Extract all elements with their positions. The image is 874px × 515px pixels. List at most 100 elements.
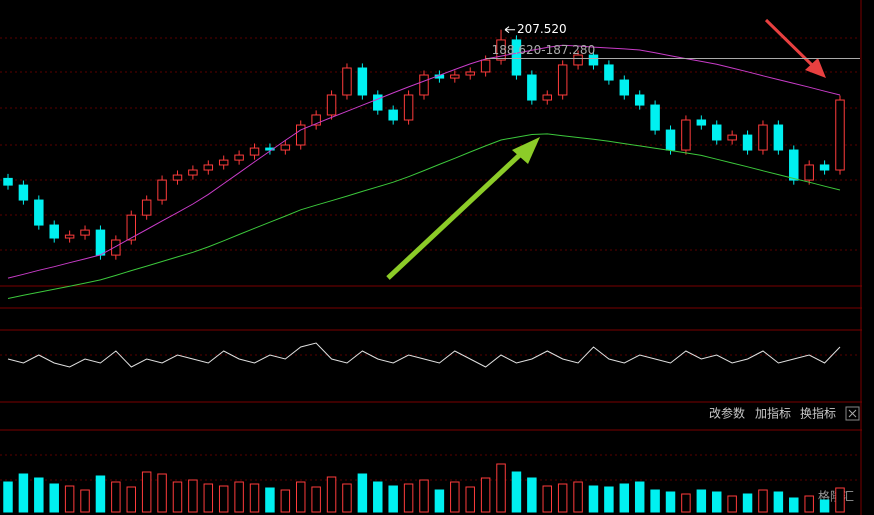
candle-body (188, 169, 198, 176)
high-pointer (504, 26, 516, 34)
button[interactable]: 换指标 (800, 406, 836, 421)
candle-body (789, 149, 799, 181)
candle-body (619, 79, 630, 96)
volume-bar (18, 473, 29, 513)
candle-body (665, 129, 676, 151)
volume-bar (265, 487, 275, 513)
volume-bar (95, 475, 106, 513)
volume-bar (388, 485, 398, 513)
candle-body (388, 109, 398, 121)
button[interactable]: 改参数 (709, 406, 745, 421)
volume-bar (403, 483, 414, 513)
volume-bar (634, 481, 645, 513)
volume-bar (434, 489, 445, 513)
candle-body (634, 94, 645, 106)
candle-body (403, 94, 414, 121)
candle-body (141, 199, 152, 216)
close-icon (848, 409, 857, 418)
volume-bar (650, 489, 660, 513)
indicator-line (7, 342, 841, 368)
candle-body (357, 67, 368, 96)
volume-bar (203, 483, 214, 513)
volume-bar (727, 495, 737, 513)
volume-bar (64, 485, 75, 513)
candle-body (95, 229, 106, 256)
candle-body (234, 154, 244, 161)
volume-bar (280, 489, 291, 513)
candle-body (80, 229, 90, 236)
volume-bar (604, 486, 614, 513)
volume-bar (773, 491, 784, 513)
close-button[interactable] (845, 406, 860, 421)
volume-bar (665, 491, 676, 513)
volume-bar (373, 481, 383, 513)
volume-bar (496, 463, 506, 513)
volume-bar (49, 483, 59, 513)
volume-bar (819, 499, 830, 513)
volume-bar (342, 483, 352, 513)
candle-body (573, 54, 583, 66)
candle-body (18, 184, 29, 201)
candle-body (203, 164, 214, 171)
candle-body (111, 239, 121, 256)
candle-body (218, 159, 229, 166)
volume-bar (588, 485, 599, 513)
candle-body (681, 119, 691, 151)
volume-bar (234, 481, 244, 513)
candle-body (542, 94, 552, 101)
arrows (386, 18, 826, 280)
volume-bar (789, 497, 799, 513)
volume-bar (450, 481, 460, 513)
volume-bar (296, 481, 306, 513)
moving-average (7, 44, 841, 279)
moving-average (7, 133, 841, 299)
volume-bar (465, 486, 475, 513)
high-label: 207.520 (517, 22, 567, 36)
candle-body (465, 71, 475, 76)
candle-body (265, 147, 275, 151)
volume-bar (835, 487, 845, 513)
candle-body (296, 124, 306, 146)
volume-bar (758, 489, 768, 513)
volume-bar (357, 473, 368, 513)
volume-bar (3, 481, 13, 513)
candle-body (804, 164, 814, 181)
volume-bar (696, 489, 707, 513)
candle-body (157, 179, 167, 201)
volume-bar (681, 493, 691, 513)
volume-bar (419, 479, 429, 513)
candle-body (311, 114, 321, 126)
candle-body (588, 54, 599, 66)
volume-bar (218, 485, 229, 513)
volume-bar (111, 481, 121, 513)
candle-body (819, 164, 830, 171)
volume-bar (557, 483, 568, 513)
candle-body (557, 64, 568, 96)
volume-bar (527, 477, 537, 513)
candle-body (742, 134, 753, 151)
red-arrowhead (805, 58, 826, 78)
candle-body (419, 74, 429, 96)
candle-body (34, 199, 44, 226)
candle-body (727, 134, 737, 141)
volume-bar (34, 477, 44, 513)
candle-body (249, 147, 260, 156)
candle-body (650, 104, 660, 131)
volume-bar (126, 486, 136, 513)
candle-body (326, 94, 337, 116)
candle-body (126, 214, 136, 241)
volume-bar (480, 477, 491, 513)
volume-bar (141, 471, 152, 513)
candle-body (480, 59, 491, 73)
button[interactable]: 加指标 (755, 406, 791, 421)
range-label: 188.620-187.280 (492, 43, 596, 57)
candle-body (172, 174, 183, 181)
candle-body (773, 124, 784, 151)
volume-bar (542, 485, 552, 513)
volume-bar (326, 476, 337, 513)
candle-body (342, 67, 352, 96)
candle-body (527, 74, 537, 101)
volume-bar (712, 491, 722, 513)
